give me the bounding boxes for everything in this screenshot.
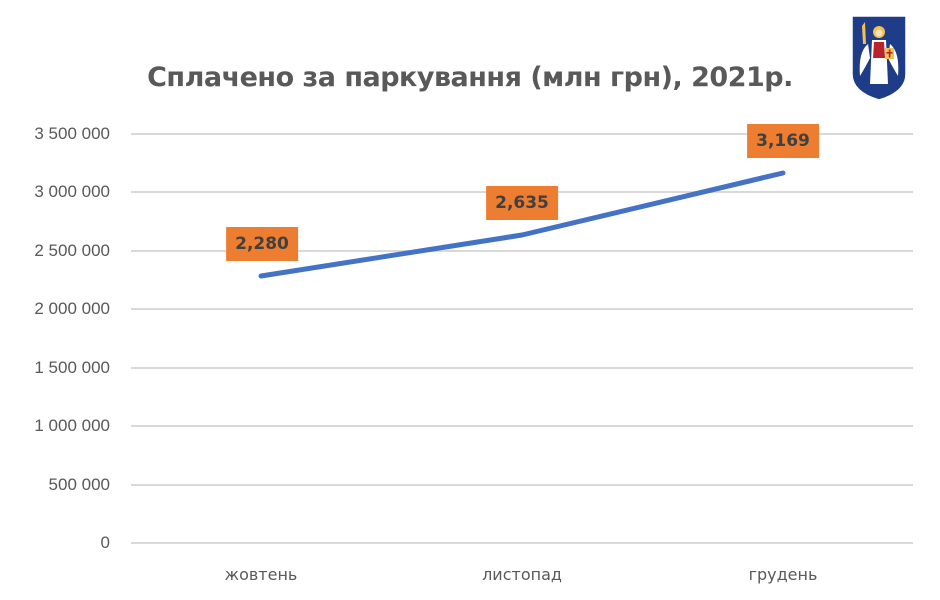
y-tick-label: 2 000 000 xyxy=(34,299,110,318)
data-label: 2,635 xyxy=(486,186,558,220)
y-tick-label: 2 500 000 xyxy=(34,241,110,260)
y-tick-label: 3 500 000 xyxy=(34,124,110,143)
data-label: 2,280 xyxy=(226,227,298,261)
y-tick-label: 1 000 000 xyxy=(34,416,110,435)
kyiv-coat-of-arms-icon xyxy=(851,15,907,101)
x-tick-label: жовтень xyxy=(224,565,298,584)
y-tick-label: 3 000 000 xyxy=(34,182,110,201)
series-line xyxy=(258,170,786,279)
data-label: 3,169 xyxy=(747,124,819,158)
x-tick-label: листопад xyxy=(482,565,562,584)
gridlines xyxy=(131,133,913,544)
y-tick-label: 1 500 000 xyxy=(34,358,110,377)
x-tick-label: грудень xyxy=(748,565,818,584)
y-tick-label: 500 000 xyxy=(48,475,110,494)
chart-title-text: Сплачено за паркування (млн грн), 2021р. xyxy=(147,62,793,93)
chart-title: Сплачено за паркування (млн грн), 2021р. xyxy=(0,62,940,93)
y-tick-label: 0 xyxy=(100,533,110,552)
